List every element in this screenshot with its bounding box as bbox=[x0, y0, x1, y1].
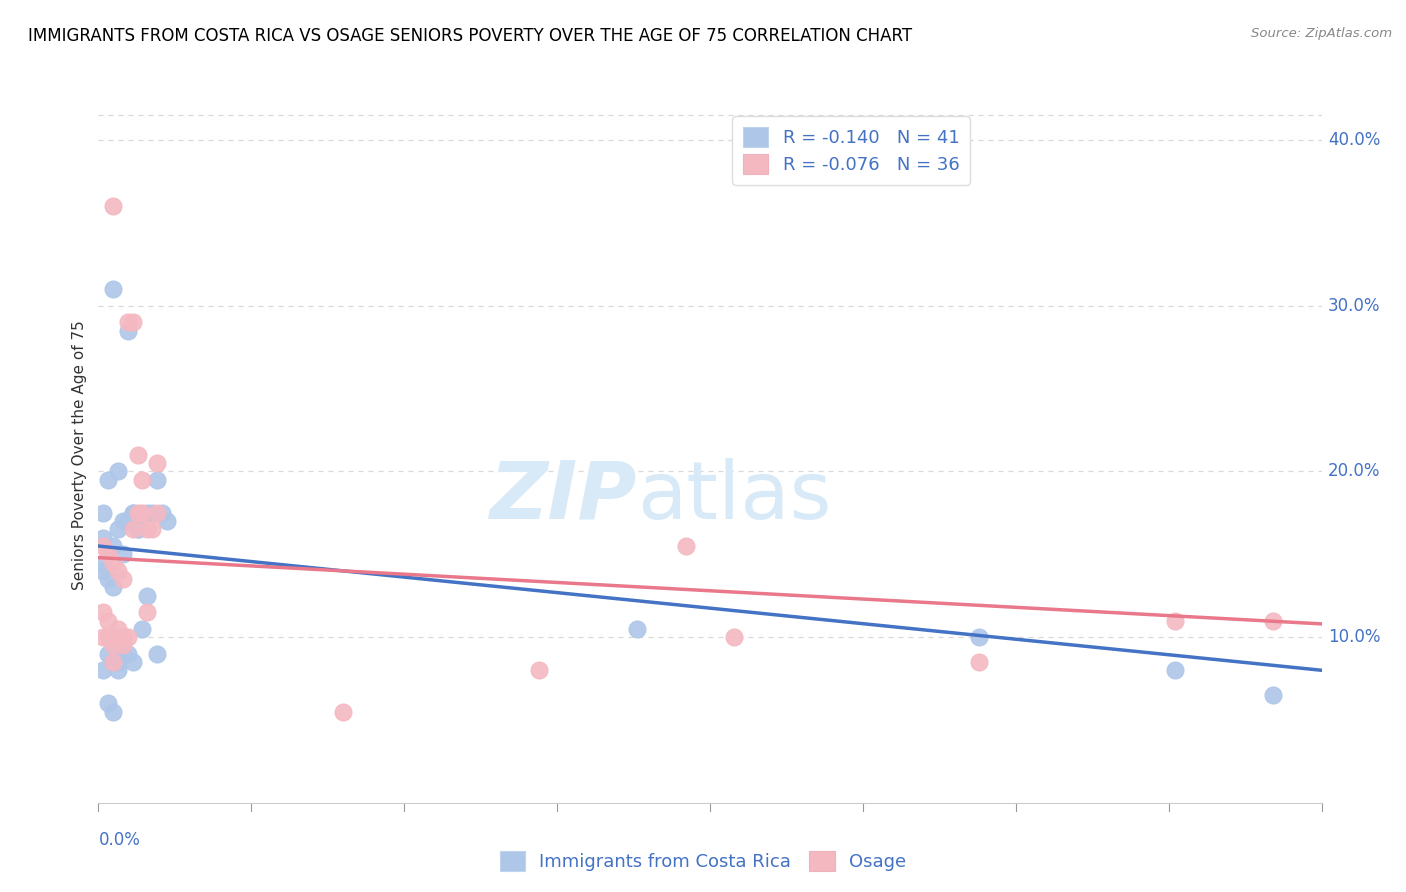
Point bbox=[111, 514, 134, 528]
Point bbox=[131, 622, 153, 636]
Point bbox=[97, 572, 120, 586]
Point bbox=[527, 663, 550, 677]
Point bbox=[101, 581, 124, 595]
Point bbox=[127, 506, 149, 520]
Point bbox=[97, 630, 120, 644]
Point bbox=[101, 655, 124, 669]
Point bbox=[91, 539, 114, 553]
Point bbox=[101, 556, 124, 570]
Point bbox=[101, 282, 124, 296]
Point bbox=[136, 506, 159, 520]
Point bbox=[101, 199, 124, 213]
Point bbox=[136, 605, 159, 619]
Point bbox=[101, 639, 124, 653]
Point bbox=[91, 605, 114, 619]
Point bbox=[150, 506, 173, 520]
Point bbox=[146, 506, 169, 520]
Point bbox=[136, 523, 159, 537]
Point bbox=[111, 547, 134, 561]
Point bbox=[97, 697, 120, 711]
Point bbox=[101, 539, 124, 553]
Text: ZIP: ZIP bbox=[489, 458, 637, 536]
Point bbox=[626, 622, 648, 636]
Point bbox=[107, 663, 129, 677]
Point bbox=[107, 564, 129, 578]
Point bbox=[146, 456, 169, 470]
Point bbox=[121, 506, 143, 520]
Point bbox=[111, 572, 134, 586]
Point bbox=[107, 630, 129, 644]
Point bbox=[107, 655, 129, 669]
Point bbox=[101, 655, 124, 669]
Point bbox=[97, 647, 120, 661]
Point bbox=[121, 523, 143, 537]
Point bbox=[141, 506, 163, 520]
Point bbox=[91, 630, 114, 644]
Point bbox=[131, 506, 153, 520]
Text: Source: ZipAtlas.com: Source: ZipAtlas.com bbox=[1251, 27, 1392, 40]
Point bbox=[111, 647, 134, 661]
Point bbox=[1261, 614, 1284, 628]
Point bbox=[1261, 688, 1284, 702]
Point bbox=[127, 448, 149, 462]
Point bbox=[675, 539, 697, 553]
Point bbox=[156, 514, 179, 528]
Point bbox=[107, 523, 129, 537]
Point bbox=[101, 705, 124, 719]
Point bbox=[146, 647, 169, 661]
Text: IMMIGRANTS FROM COSTA RICA VS OSAGE SENIORS POVERTY OVER THE AGE OF 75 CORRELATI: IMMIGRANTS FROM COSTA RICA VS OSAGE SENI… bbox=[28, 27, 912, 45]
Point bbox=[107, 465, 129, 479]
Point bbox=[141, 523, 163, 537]
Point bbox=[117, 324, 139, 338]
Point bbox=[97, 614, 120, 628]
Point bbox=[131, 473, 153, 487]
Point bbox=[111, 639, 134, 653]
Point bbox=[107, 622, 129, 636]
Point bbox=[117, 647, 139, 661]
Point bbox=[91, 663, 114, 677]
Text: 30.0%: 30.0% bbox=[1327, 297, 1381, 315]
Point bbox=[332, 705, 354, 719]
Point bbox=[117, 514, 139, 528]
Text: 20.0%: 20.0% bbox=[1327, 462, 1381, 481]
Point bbox=[91, 564, 114, 578]
Point bbox=[91, 556, 114, 570]
Point bbox=[91, 531, 114, 545]
Point bbox=[723, 630, 745, 644]
Point bbox=[117, 315, 139, 329]
Text: 0.0%: 0.0% bbox=[98, 830, 141, 848]
Text: 40.0%: 40.0% bbox=[1327, 131, 1381, 149]
Point bbox=[121, 506, 143, 520]
Legend: R = -0.140   N = 41, R = -0.076   N = 36: R = -0.140 N = 41, R = -0.076 N = 36 bbox=[733, 116, 970, 185]
Point bbox=[111, 630, 134, 644]
Y-axis label: Seniors Poverty Over the Age of 75: Seniors Poverty Over the Age of 75 bbox=[72, 320, 87, 590]
Point bbox=[127, 523, 149, 537]
Point bbox=[91, 506, 114, 520]
Point bbox=[1164, 663, 1187, 677]
Text: atlas: atlas bbox=[637, 458, 831, 536]
Text: 10.0%: 10.0% bbox=[1327, 628, 1381, 646]
Point bbox=[136, 589, 159, 603]
Point bbox=[146, 473, 169, 487]
Point bbox=[97, 473, 120, 487]
Point bbox=[1164, 614, 1187, 628]
Point bbox=[121, 655, 143, 669]
Point bbox=[121, 315, 143, 329]
Point bbox=[967, 630, 990, 644]
Point bbox=[97, 547, 120, 561]
Point bbox=[967, 655, 990, 669]
Point bbox=[117, 630, 139, 644]
Legend: Immigrants from Costa Rica, Osage: Immigrants from Costa Rica, Osage bbox=[492, 844, 914, 879]
Point bbox=[127, 523, 149, 537]
